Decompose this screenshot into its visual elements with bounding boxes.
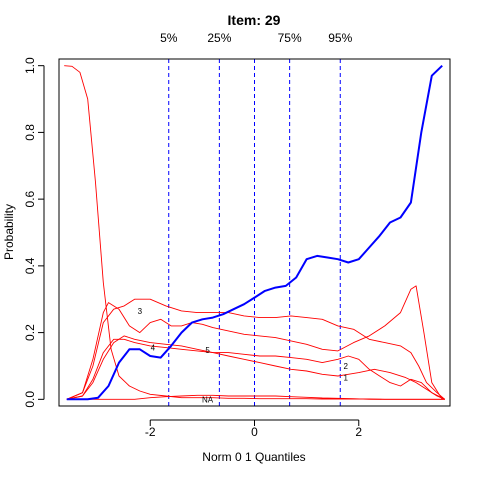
y-tick-label: 0.0 [23,391,37,408]
quantile-label: 5% [160,31,178,45]
quantile-label: 75% [278,31,302,45]
curve-label: 5 [205,346,210,355]
distractor-curve-na [66,394,445,400]
curve-label: 2 [344,362,349,371]
x-tick-label: 2 [355,425,362,439]
curve-label: 4 [151,344,156,353]
y-tick-label: 0.6 [23,190,37,207]
quantile-label: 25% [207,31,231,45]
quantile-label: 95% [328,31,352,45]
y-tick-label: 0.8 [23,124,37,141]
distractor-curve-1 [66,335,445,400]
y-axis-label: Probability [2,204,16,260]
curve-label: 1 [344,374,349,383]
curve-label: 3 [138,307,143,316]
distractor-curve-2 [66,338,446,400]
x-tick-label: -2 [145,425,156,439]
y-tick-label: 1.0 [23,57,37,74]
y-tick-label: 0.2 [23,324,37,341]
chart-title: Item: 29 [228,12,281,28]
curve-label: NA [202,395,214,404]
x-tick-label: 0 [251,425,258,439]
y-tick-label: 0.4 [23,257,37,274]
distractor-curve-4 [66,285,443,400]
distractor-curve-3 [66,298,446,400]
correct-response-curve [66,64,443,401]
x-axis-label: Norm 0 1 Quantiles [202,450,305,464]
plot-frame [58,58,451,407]
